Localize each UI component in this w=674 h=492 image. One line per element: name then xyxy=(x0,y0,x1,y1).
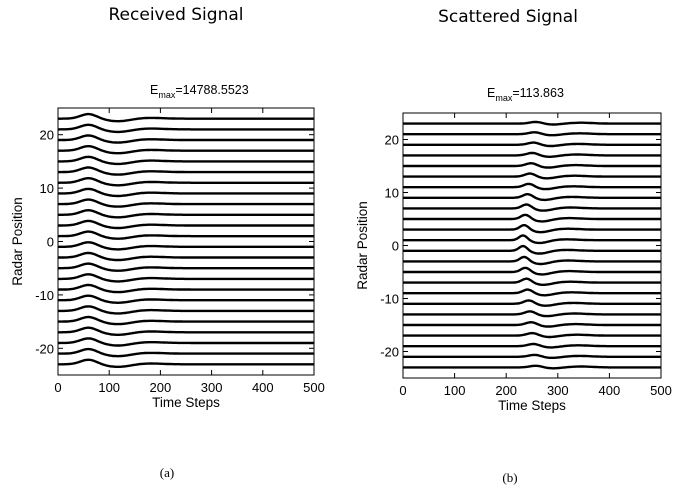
signal-trace xyxy=(402,342,662,349)
signal-trace xyxy=(57,230,315,240)
signal-trace xyxy=(57,273,315,283)
signal-trace xyxy=(402,193,662,202)
chart-title-right: Emax=113.863 xyxy=(487,86,564,103)
x-tick-label: 300 xyxy=(547,383,569,398)
x-tick-label: 0 xyxy=(54,380,61,395)
signal-trace xyxy=(402,255,662,266)
heading-received: Received Signal xyxy=(108,5,244,25)
signal-trace xyxy=(57,187,315,198)
chart-title-left: Emax=14788.5523 xyxy=(150,83,249,100)
y-tick-label: -10 xyxy=(35,288,54,303)
y-tick-label: -10 xyxy=(380,292,399,307)
caption-b: (b) xyxy=(502,470,518,485)
signal-trace xyxy=(57,305,315,315)
signal-trace xyxy=(57,198,315,208)
signal-trace xyxy=(402,364,662,370)
signal-trace xyxy=(402,162,662,169)
signal-trace xyxy=(57,155,315,166)
signal-trace xyxy=(57,134,315,144)
signal-trace xyxy=(57,166,315,176)
signal-trace xyxy=(57,337,315,347)
signal-trace xyxy=(402,266,662,276)
signal-trace xyxy=(402,151,662,158)
x-tick-label: 500 xyxy=(303,380,325,395)
y-tick-label: -20 xyxy=(35,341,54,356)
y-tick-label: 0 xyxy=(392,239,399,254)
signal-trace xyxy=(402,203,662,212)
signal-trace xyxy=(402,182,662,191)
y-tick-label: 20 xyxy=(40,128,54,143)
signal-trace xyxy=(402,310,662,318)
signal-trace xyxy=(402,299,662,307)
x-tick-label: 0 xyxy=(399,383,406,398)
y-axis-label: Radar Position xyxy=(10,197,25,286)
signal-trace xyxy=(402,213,662,223)
x-tick-label: 100 xyxy=(444,383,466,398)
signal-trace xyxy=(57,347,315,358)
chart-panel-received: 0 100 200 300 400 500 -20 -10 0 10 20 Time Steps Rad… xyxy=(10,107,325,410)
signal-trace xyxy=(402,131,662,137)
x-tick-label: 200 xyxy=(495,383,517,398)
signal-trace xyxy=(57,145,315,155)
signal-trace xyxy=(57,358,315,368)
caption-a: (a) xyxy=(159,465,175,480)
signal-trace xyxy=(402,120,662,126)
signal-trace xyxy=(402,321,662,328)
signal-trace xyxy=(57,294,315,304)
signal-trace xyxy=(402,234,662,245)
y-tick-label: 10 xyxy=(40,181,54,196)
signal-trace xyxy=(57,326,315,336)
signal-trace xyxy=(57,112,315,123)
chart-panel-scattered: 0 100 200 300 400 500 -20 -10 0 10 20 Time Steps Rad… xyxy=(355,112,672,413)
signal-trace xyxy=(57,241,315,251)
signal-trace xyxy=(402,288,662,297)
signal-trace xyxy=(57,209,315,219)
signal-trace xyxy=(402,353,662,359)
signal-trace xyxy=(57,123,315,134)
signal-trace xyxy=(402,141,662,148)
x-axis-label: Time Steps xyxy=(498,398,566,413)
signal-trace xyxy=(402,244,662,255)
signal-trace xyxy=(57,251,315,262)
x-tick-label: 400 xyxy=(599,383,621,398)
signal-trace xyxy=(57,315,315,326)
signal-trace xyxy=(402,224,662,234)
heading-scattered: Scattered Signal xyxy=(438,7,578,27)
y-tick-label: 10 xyxy=(385,186,399,201)
x-tick-label: 400 xyxy=(252,380,274,395)
x-tick-label: 500 xyxy=(650,383,672,398)
y-tick-label: 20 xyxy=(385,133,399,148)
signal-trace xyxy=(402,172,662,180)
y-axis-label: Radar Position xyxy=(355,201,370,290)
x-tick-label: 100 xyxy=(98,380,120,395)
x-tick-label: 200 xyxy=(150,380,172,395)
signal-trace xyxy=(402,331,662,339)
signal-trace xyxy=(402,277,662,286)
x-axis-label: Time Steps xyxy=(152,395,220,410)
y-tick-label: 0 xyxy=(47,235,54,250)
y-tick-label: -20 xyxy=(380,345,399,360)
signal-trace xyxy=(57,219,315,230)
signal-trace xyxy=(57,177,315,187)
x-tick-label: 300 xyxy=(201,380,223,395)
signal-trace xyxy=(57,283,315,294)
signal-trace xyxy=(57,262,315,272)
